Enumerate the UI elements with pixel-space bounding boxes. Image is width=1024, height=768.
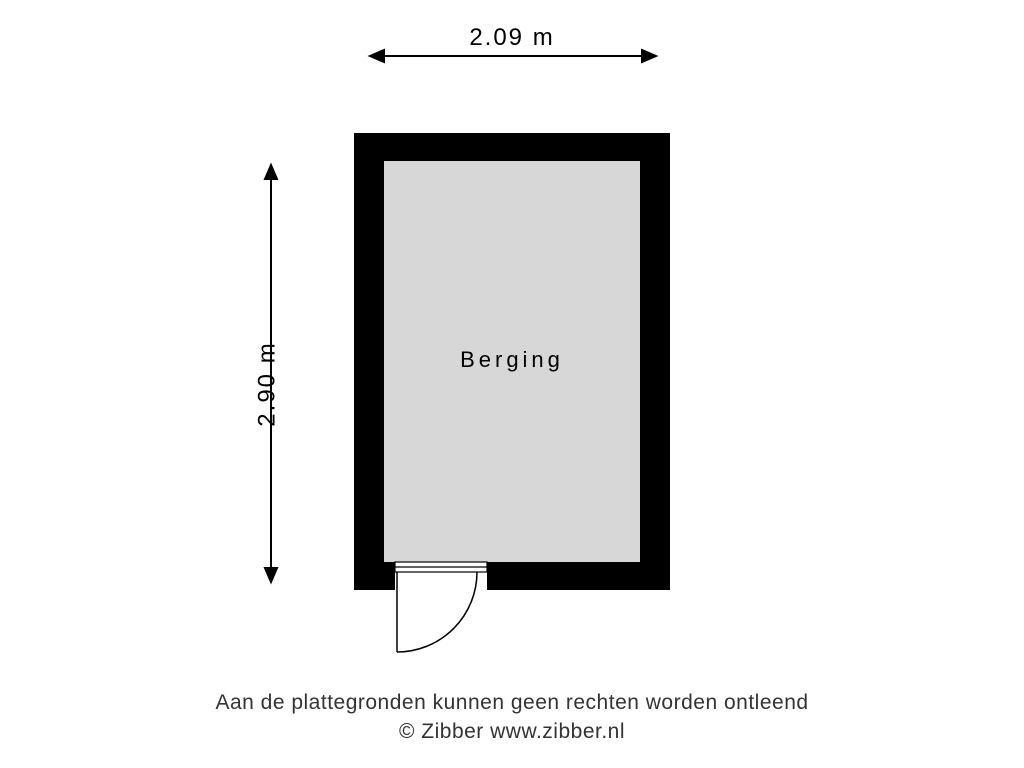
footer-line2: © Zibber www.zibber.nl <box>0 718 1024 746</box>
dimension-width-label: 2.09 m <box>0 24 1024 52</box>
footer-line1: Aan de plattegronden kunnen geen rechten… <box>0 689 1024 717</box>
floorplan-svg <box>0 0 1024 768</box>
floorplan-canvas: 2.09 m 2.90 m Berging Aan de plattegrond… <box>0 0 1024 768</box>
dimension-height-label: 2.90 m <box>254 341 282 426</box>
room-name-label: Berging <box>460 347 564 373</box>
footer-text: Aan de plattegronden kunnen geen rechten… <box>0 689 1024 746</box>
